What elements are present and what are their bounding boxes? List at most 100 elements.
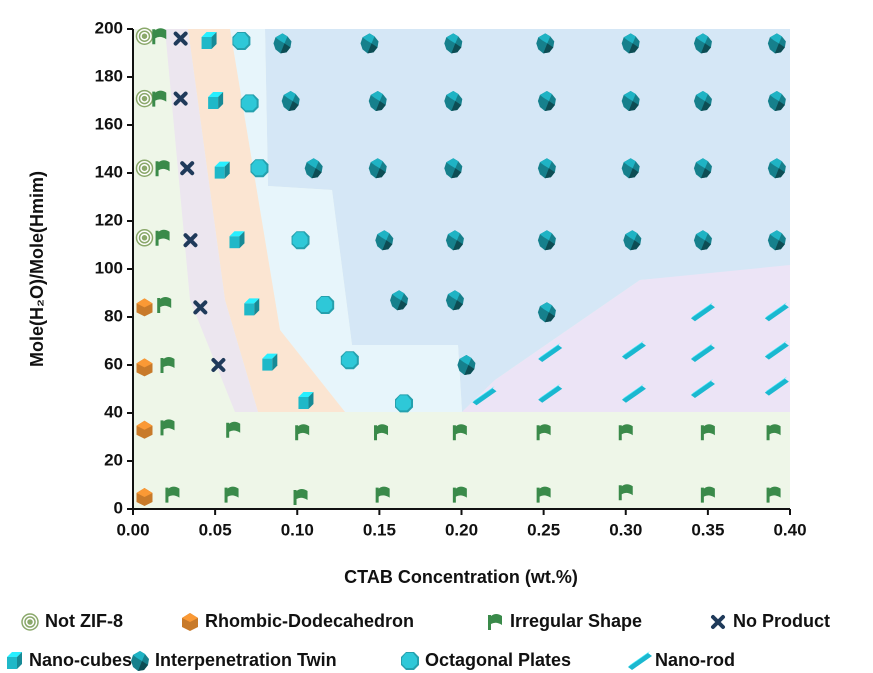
marker-body bbox=[293, 489, 308, 505]
marker-top bbox=[621, 340, 644, 357]
marker bbox=[368, 91, 387, 111]
marker-side bbox=[17, 652, 22, 669]
marker-dark bbox=[700, 240, 711, 251]
marker bbox=[135, 159, 154, 177]
marker bbox=[767, 158, 786, 179]
marker bbox=[368, 158, 387, 179]
marker bbox=[173, 31, 188, 46]
x-tick-label: 0.30 bbox=[609, 520, 642, 539]
legend: Not ZIF-8 Rhombic-Dodecahedron Irregular S… bbox=[7, 611, 830, 671]
marker bbox=[165, 486, 180, 503]
marker-face bbox=[625, 230, 638, 241]
legend-marker bbox=[401, 652, 419, 670]
marker-dark bbox=[628, 168, 639, 179]
marker-body bbox=[374, 424, 389, 441]
marker bbox=[457, 355, 476, 375]
legend-marker bbox=[711, 615, 725, 629]
marker bbox=[193, 300, 208, 315]
marker-dark bbox=[774, 101, 785, 111]
legend-label: Interpenetration Twin bbox=[155, 650, 337, 670]
marker-dark bbox=[544, 168, 555, 179]
marker-body bbox=[621, 342, 646, 360]
marker bbox=[273, 33, 292, 54]
marker-body bbox=[711, 615, 725, 629]
marker-ring bbox=[27, 619, 33, 625]
marker-body bbox=[157, 297, 172, 313]
marker-body bbox=[764, 378, 789, 396]
marker bbox=[229, 231, 245, 249]
marker bbox=[693, 230, 712, 251]
y-tick-label: 100 bbox=[95, 258, 123, 277]
legend-marker bbox=[7, 652, 22, 669]
legend-marker bbox=[131, 651, 149, 671]
marker-body bbox=[226, 421, 241, 438]
marker-face bbox=[539, 230, 552, 241]
marker-face bbox=[695, 91, 708, 101]
marker-face bbox=[392, 290, 405, 301]
y-tick-label: 20 bbox=[104, 450, 123, 469]
marker-body bbox=[628, 653, 652, 670]
marker bbox=[472, 386, 497, 406]
marker bbox=[152, 28, 167, 45]
x-tick-label: 0.20 bbox=[445, 520, 478, 539]
marker bbox=[291, 231, 310, 250]
marker-side bbox=[308, 392, 314, 409]
marker-body bbox=[618, 424, 633, 441]
x-tick-label: 0.00 bbox=[116, 520, 149, 539]
marker-body bbox=[224, 486, 239, 503]
marker-dark bbox=[375, 101, 386, 111]
x-tick-label: 0.35 bbox=[691, 520, 724, 539]
marker-body bbox=[152, 28, 167, 45]
marker-dark bbox=[311, 168, 322, 179]
marker bbox=[180, 161, 195, 176]
marker-body bbox=[193, 300, 208, 315]
marker-side bbox=[272, 353, 278, 371]
marker-face bbox=[283, 91, 296, 101]
marker-body bbox=[690, 381, 715, 398]
marker bbox=[232, 32, 251, 50]
legend-label: Rhombic-Dodecahedron bbox=[205, 611, 414, 631]
marker-side bbox=[239, 231, 245, 249]
marker bbox=[693, 158, 712, 179]
marker-body bbox=[452, 424, 467, 441]
marker bbox=[538, 343, 563, 362]
marker-top bbox=[538, 383, 561, 400]
marker bbox=[304, 158, 323, 179]
marker bbox=[764, 340, 789, 360]
marker bbox=[690, 379, 715, 398]
marker-face bbox=[695, 230, 708, 241]
marker bbox=[201, 32, 217, 49]
marker-body bbox=[621, 385, 646, 403]
marker-face bbox=[136, 358, 153, 368]
marker-dark bbox=[543, 43, 554, 54]
marker bbox=[445, 230, 464, 251]
marker-face bbox=[623, 91, 636, 101]
marker-body bbox=[536, 486, 551, 503]
marks bbox=[135, 27, 789, 506]
x-tick-label: 0.10 bbox=[281, 520, 314, 539]
marker bbox=[293, 489, 308, 505]
marker bbox=[764, 376, 789, 396]
marker bbox=[155, 229, 170, 246]
marker-body bbox=[180, 161, 195, 176]
marker-face bbox=[769, 158, 782, 169]
marker-body bbox=[766, 486, 781, 503]
marker-face bbox=[275, 33, 288, 44]
marker-body bbox=[488, 614, 502, 630]
legend-label: Not ZIF-8 bbox=[45, 611, 123, 631]
marker-body bbox=[690, 345, 715, 362]
marker-dark bbox=[451, 43, 462, 54]
marker-body bbox=[165, 486, 180, 503]
marker bbox=[693, 91, 712, 111]
marker-face bbox=[136, 488, 153, 497]
marker bbox=[536, 424, 551, 441]
marker-body bbox=[538, 345, 563, 362]
marker-face bbox=[695, 158, 708, 169]
marker bbox=[183, 233, 198, 248]
marker-front bbox=[201, 37, 212, 49]
y-tick-label: 60 bbox=[104, 354, 123, 373]
marker-dark bbox=[367, 43, 378, 54]
x-axis-title: CTAB Concentration (wt.%) bbox=[344, 567, 578, 587]
marker-face bbox=[136, 298, 153, 308]
legend-label: Irregular Shape bbox=[510, 611, 642, 631]
